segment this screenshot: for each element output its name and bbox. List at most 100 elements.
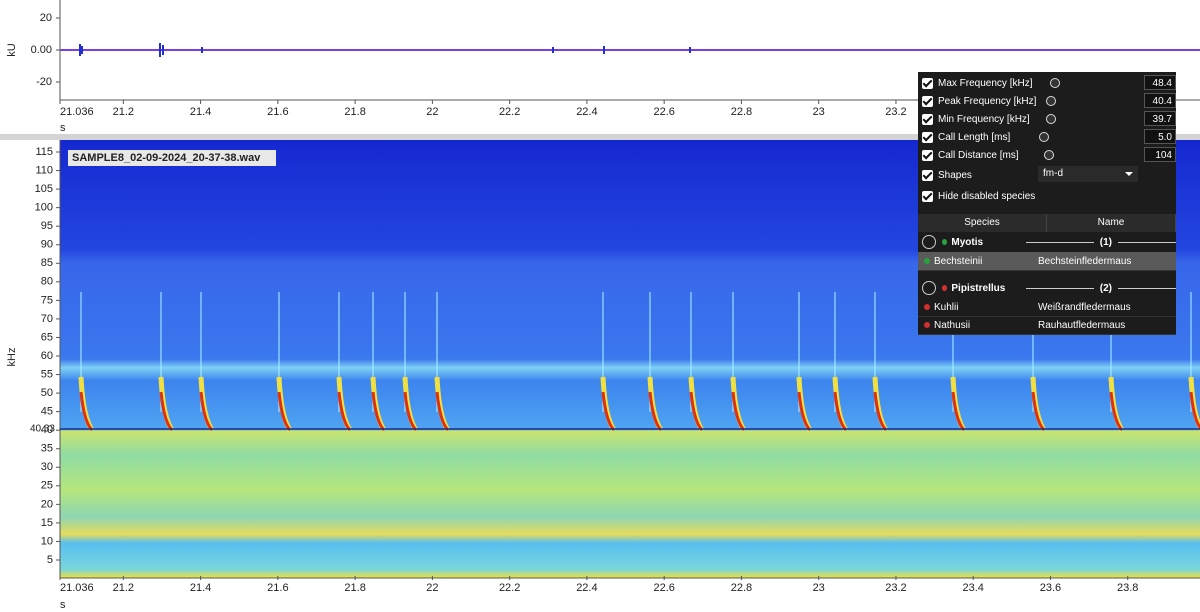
checkbox[interactable] [922,190,933,202]
group-count: (2) [1099,282,1113,294]
y-tick-label: 50 [41,387,53,399]
checkbox[interactable] [922,131,933,143]
x-tick-label: 22.4 [576,106,597,118]
collapse-button[interactable] [922,235,936,249]
y-tick-label: 55 [41,368,53,380]
column-header[interactable]: Species [918,214,1047,232]
species-dot [924,304,930,310]
collapse-button[interactable] [922,281,936,295]
group-row: Pipistrellus (2) [918,279,1176,297]
x-tick-label: 22.4 [576,582,597,594]
y-tick-label: 5 [47,554,53,566]
slider-knob[interactable] [1050,78,1060,88]
filter-label: Min Frequency [kHz] [938,113,1030,125]
checkbox[interactable] [922,149,933,161]
filter-value[interactable]: 39.7 [1144,111,1176,126]
y-tick-label: 85 [41,257,53,269]
checkbox[interactable] [922,169,933,181]
species-common-name: Rauhautfledermaus [1038,319,1126,331]
checkbox[interactable] [922,77,933,89]
x-tick-label: 22.6 [653,106,674,118]
x-tick-label: 22.8 [731,582,752,594]
x-tick-label: 21.4 [190,106,211,118]
x-tick-label: 22 [426,106,438,118]
x-tick-label: 21.2 [113,106,134,118]
species-name: Kuhlii [934,301,959,313]
filter-value[interactable]: 104 [1144,147,1176,162]
y-tick-label: 40 [41,424,53,436]
species-row[interactable]: Bechsteinii Bechsteinfledermaus [918,252,1176,271]
group-row: Myotis (1) [918,233,1176,251]
frequency-marker-label: 40.33 [30,424,55,435]
group-count: (1) [1099,236,1113,248]
checkbox[interactable] [922,95,933,107]
x-tick-label: 21.4 [190,582,211,594]
filter-row: Peak Frequency [kHz] [922,93,1036,109]
y-tick-label: 60 [41,350,53,362]
y-tick-label: 100 [35,202,53,214]
x-tick-label: 23.2 [885,106,906,118]
slider-knob[interactable] [1039,132,1049,142]
y-tick-label: 105 [35,183,53,195]
filter-row: Min Frequency [kHz] [922,111,1030,127]
y-tick-label: 115 [35,146,53,158]
dropdown-arrow [1125,172,1133,180]
y-tick-label: 20 [41,498,53,510]
hide-label: Hide disabled species [938,190,1036,202]
slider-knob[interactable] [1046,96,1056,106]
x-axis-label: s [60,599,66,611]
separator [0,134,1200,140]
group-name: Pipistrellus [951,282,1006,294]
filter-value[interactable]: 5.0 [1144,129,1176,144]
x-tick-label: 21.8 [344,106,365,118]
y-tick-label: 30 [41,461,53,473]
x-tick-label: 22.2 [499,582,520,594]
y-tick-label: 20 [40,12,52,24]
slider-knob[interactable] [1046,114,1056,124]
filter-value[interactable]: 40.4 [1144,93,1176,108]
species-dot [924,322,930,328]
waveform-spikes [79,43,691,57]
species-common-name: Weißrandfledermaus [1038,301,1131,313]
y-axis-label: kU [6,43,18,57]
checkbox[interactable] [922,113,933,125]
species-panel: Max Frequency [kHz] 48.4 Peak Frequency [k… [918,72,1176,335]
shapes-value: fm-d [1043,168,1063,179]
shapes-label: Shapes [938,169,972,181]
file-label: SAMPLE8_02-09-2024_20-37-38.wav [72,152,261,164]
y-tick-label: 65 [41,331,53,343]
y-tick-label: 70 [41,313,53,325]
y-tick-label: -20 [36,76,52,88]
x-tick-label: 23.2 [885,582,906,594]
group-dot [941,239,948,245]
species-common-name: Bechsteinfledermaus [1038,255,1132,267]
group-dot [941,285,948,291]
y-tick-label: 35 [41,443,53,455]
species-name: Bechsteinii [934,255,983,267]
filter-label: Call Length [ms] [938,131,1011,143]
table-header: Species Name [918,214,1176,232]
group-name: Myotis [951,236,984,248]
filter-label: Call Distance [ms] [938,149,1019,161]
x-tick-label: 23.4 [963,582,984,594]
y-tick-label: 25 [41,480,53,492]
species-row[interactable]: Kuhlii Weißrandfledermaus [918,298,1176,317]
x-tick-label: 23 [813,106,825,118]
x-tick-label: 22.6 [653,582,674,594]
group-line [1026,287,1094,289]
x-tick-label: 21.036 [60,582,94,594]
species-row[interactable]: Nathusii Rauhautfledermaus [918,316,1176,335]
species-name: Nathusii [934,319,971,331]
column-header[interactable]: Name [1047,214,1176,232]
file-label-box [68,150,276,166]
group-line [1118,287,1176,289]
x-tick-label: 22.8 [731,106,752,118]
y-tick-label: 110 [35,164,53,176]
slider-knob[interactable] [1044,150,1054,160]
filter-label: Peak Frequency [kHz] [938,95,1037,107]
filter-value[interactable]: 48.4 [1144,75,1176,90]
x-tick-label: 21.036 [60,106,94,118]
filter-row: Max Frequency [kHz] [922,75,1032,91]
shapes-dropdown[interactable]: fm-d [1038,166,1138,182]
